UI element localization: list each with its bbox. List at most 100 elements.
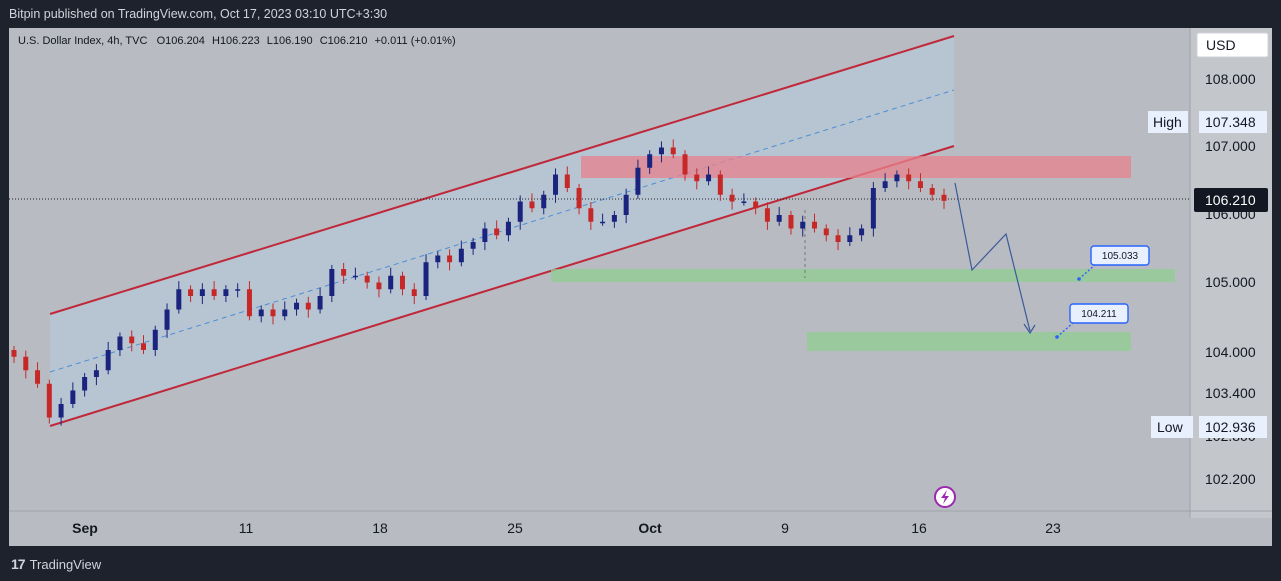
candle-down[interactable] (270, 309, 276, 317)
channel-lower-line[interactable] (49, 145, 955, 427)
candle-down[interactable] (564, 174, 570, 189)
candle-up[interactable] (647, 154, 653, 168)
candle-down[interactable] (588, 208, 594, 222)
candle-up[interactable] (894, 174, 900, 182)
low-value-box (1199, 416, 1267, 438)
candle-up[interactable] (623, 194, 629, 215)
candle-down[interactable] (906, 174, 912, 182)
candle-up[interactable] (164, 309, 170, 330)
candle-up[interactable] (152, 329, 158, 350)
candle-down[interactable] (341, 269, 347, 276)
candle-down[interactable] (788, 215, 794, 229)
candle-down[interactable] (129, 336, 135, 344)
candle-down[interactable] (576, 188, 582, 209)
candle-down[interactable] (812, 221, 818, 229)
candle-down[interactable] (376, 282, 382, 290)
candle-up[interactable] (553, 174, 559, 195)
candle-up[interactable] (517, 201, 523, 222)
candle-down[interactable] (835, 235, 841, 242)
candle-down[interactable] (753, 201, 759, 209)
candle-down[interactable] (364, 275, 370, 283)
candle-down[interactable] (917, 181, 923, 188)
candle-up[interactable] (635, 167, 641, 195)
candle-up[interactable] (458, 248, 464, 263)
candle-up[interactable] (329, 269, 335, 296)
candle-up[interactable] (482, 228, 488, 243)
candle-down[interactable] (35, 370, 41, 384)
candle-up[interactable] (847, 235, 853, 242)
candle-down[interactable] (246, 289, 252, 317)
candle-down[interactable] (411, 289, 417, 296)
candle-down[interactable] (494, 228, 500, 236)
callout-target-1[interactable]: 105.033 (1077, 245, 1150, 281)
candle-down[interactable] (211, 289, 217, 296)
candle-down[interactable] (23, 356, 29, 371)
candle-down[interactable] (11, 350, 17, 357)
candle-up[interactable] (470, 242, 476, 249)
support-zone-2[interactable] (807, 332, 1131, 351)
candle-down[interactable] (670, 147, 676, 155)
candle-up[interactable] (600, 221, 606, 224)
candle-down[interactable] (717, 174, 723, 195)
x-tick-label: 9 (781, 520, 789, 536)
candle-up[interactable] (82, 377, 88, 391)
candle-down[interactable] (941, 194, 947, 201)
candle-up[interactable] (199, 289, 205, 296)
projection-path[interactable] (954, 182, 1031, 332)
candle-up[interactable] (352, 275, 358, 278)
y-tick-label: 105.000 (1205, 274, 1256, 290)
candle-down[interactable] (682, 154, 688, 175)
candle-up[interactable] (435, 255, 441, 263)
candle-up[interactable] (294, 302, 300, 310)
candle-up[interactable] (223, 289, 229, 296)
candle-up[interactable] (282, 309, 288, 317)
candle-up[interactable] (658, 147, 664, 155)
candle-up[interactable] (176, 289, 182, 310)
candle-down[interactable] (694, 174, 700, 182)
candle-down[interactable] (447, 255, 453, 263)
candle-down[interactable] (823, 228, 829, 236)
candle-down[interactable] (140, 343, 146, 350)
candle-down[interactable] (46, 383, 52, 418)
legend-symbol: U.S. Dollar Index, 4h, TVC (18, 35, 148, 47)
support-zone-1[interactable] (551, 269, 1175, 282)
candle-up[interactable] (258, 309, 264, 317)
candle-down[interactable] (929, 188, 935, 195)
candle-up[interactable] (235, 289, 241, 291)
candle-down[interactable] (764, 208, 770, 222)
candle-up[interactable] (882, 181, 888, 188)
projection-arrowhead (1023, 323, 1036, 335)
lightning-icon[interactable] (934, 486, 956, 508)
candle-down[interactable] (305, 302, 311, 310)
candle-up[interactable] (58, 404, 64, 418)
candle-up[interactable] (870, 188, 876, 229)
candle-down[interactable] (729, 194, 735, 202)
candle-up[interactable] (541, 194, 547, 209)
tradingview-logo[interactable]: 17 TradingView (11, 556, 101, 572)
candle-up[interactable] (93, 370, 99, 377)
candle-up[interactable] (776, 215, 782, 222)
candle-down[interactable] (529, 201, 535, 209)
currency-box[interactable] (1196, 32, 1269, 58)
candle-up[interactable] (423, 262, 429, 296)
candle-up[interactable] (505, 221, 511, 236)
candle-up[interactable] (388, 275, 394, 290)
resistance-zone[interactable] (581, 156, 1131, 178)
candle-up[interactable] (317, 296, 323, 310)
candle-up[interactable] (117, 336, 123, 351)
candle-up[interactable] (741, 201, 747, 204)
candle-down[interactable] (399, 275, 405, 290)
candle-down[interactable] (188, 289, 194, 296)
price-axis-panel[interactable] (1190, 28, 1272, 518)
candle-up[interactable] (70, 390, 76, 405)
callout-target-2[interactable]: 104.211 (1055, 303, 1129, 339)
candle-up[interactable] (105, 350, 111, 371)
channel-upper-line[interactable] (49, 35, 955, 315)
candle-up[interactable] (611, 215, 617, 222)
low-value-text: 102.936 (1205, 419, 1256, 435)
candle-up[interactable] (706, 174, 712, 182)
channel-midline[interactable] (49, 89, 955, 373)
candle-up[interactable] (859, 228, 865, 236)
candle-up[interactable] (800, 221, 806, 229)
